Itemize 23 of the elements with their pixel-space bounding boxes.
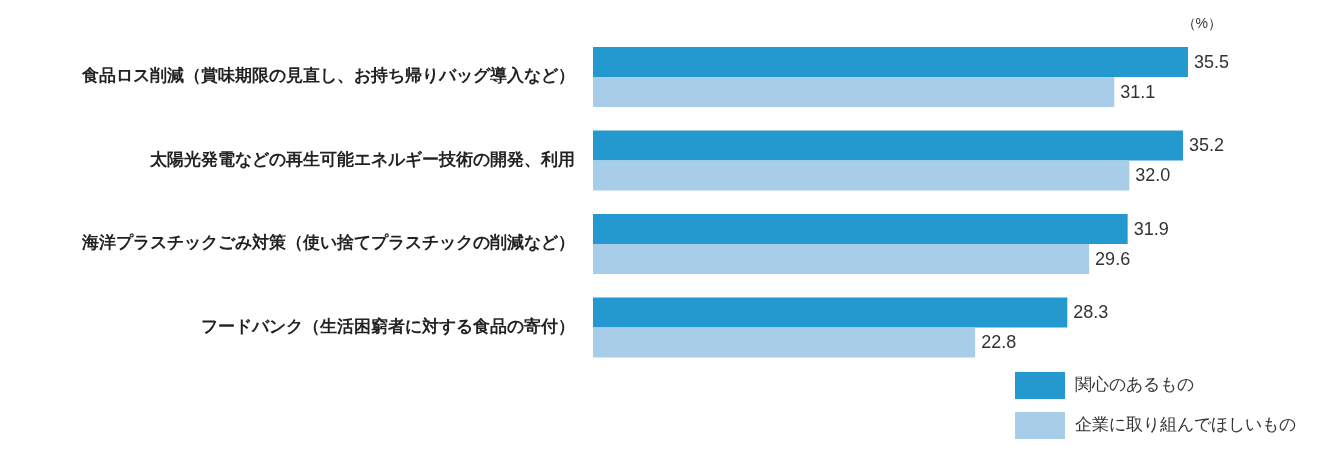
data-label: 35.2: [1188, 135, 1225, 156]
bar: [593, 214, 1128, 244]
bar: [593, 130, 1183, 161]
bar: [593, 47, 1188, 77]
bar: [593, 244, 1090, 274]
data-label: 28.3: [1073, 302, 1109, 323]
data-label: 31.1: [1120, 81, 1156, 102]
y-tick-label: フードバンク（生活困窮者に対する食品の寄付）: [201, 316, 575, 336]
y-tick-label: 海洋プラスチックごみ対策（使い捨てプラスチックの削減など）: [81, 233, 575, 253]
data-label: 32.0: [1135, 165, 1171, 186]
legend-label: 関心のあるもの: [1075, 375, 1194, 395]
y-tick-label: 太陽光発電などの再生可能エネルギー技術の開発、利用: [149, 149, 575, 169]
bar: [593, 327, 976, 358]
bar: [593, 297, 1068, 328]
bar: [593, 160, 1130, 191]
bar: [593, 77, 1115, 107]
data-label: 29.6: [1095, 248, 1131, 269]
legend-label: 企業に取り組んでほしいもの: [1075, 415, 1296, 435]
data-label: 35.5: [1194, 51, 1230, 72]
y-tick-label: 食品ロス削減（賞味期限の見直し、お持ち帰りバッグ導入など）: [81, 66, 575, 86]
text: （%）: [1181, 15, 1222, 31]
data-label: 22.8: [981, 332, 1017, 353]
data-label: 31.9: [1133, 218, 1169, 239]
